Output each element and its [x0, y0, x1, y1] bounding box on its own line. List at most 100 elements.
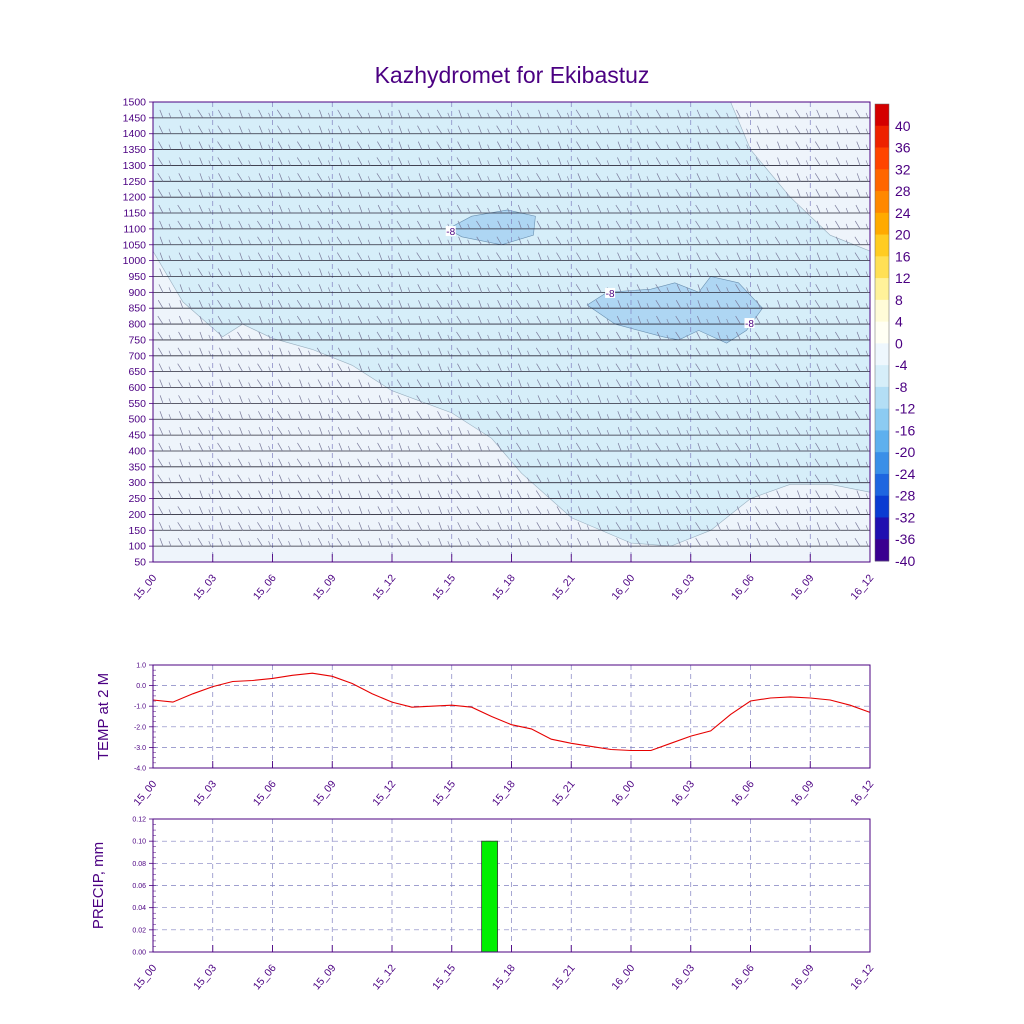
wind-barb	[438, 522, 443, 531]
wind-barb-flag	[646, 239, 650, 245]
wind-barb-flag	[726, 128, 729, 134]
wind-barb	[757, 426, 761, 436]
wind-barb-flag	[328, 287, 331, 293]
wind-barb	[378, 363, 383, 372]
wind-barb-flag	[268, 255, 271, 261]
wind-barb	[436, 125, 443, 134]
wind-barb	[616, 474, 622, 483]
wind-barb-flag	[347, 112, 351, 118]
wind-barb-flag	[367, 429, 371, 436]
wind-barb	[655, 125, 662, 134]
wind-barb-flag	[567, 239, 570, 245]
wind-barb	[595, 173, 602, 182]
wind-barb-flag	[686, 223, 690, 230]
wind-barb-flag	[865, 461, 869, 467]
wind-barb	[438, 538, 443, 547]
wind-barb-flag	[547, 509, 550, 515]
wind-barb-flag	[248, 303, 251, 309]
wind-barb	[695, 363, 702, 372]
wind-barb	[159, 395, 164, 404]
wind-barb	[657, 236, 662, 245]
colorbar-swatch	[875, 299, 889, 323]
wind-barb-flag	[606, 414, 610, 420]
wind-barb	[417, 220, 423, 230]
wind-barb-flag	[706, 350, 709, 356]
wind-barb	[794, 109, 801, 119]
x-tick-label: 16_09	[789, 572, 817, 602]
wind-barb	[158, 284, 164, 293]
wind-barb-flag	[387, 445, 391, 452]
wind-barb	[558, 157, 562, 166]
wind-barb	[458, 125, 463, 134]
wind-barb	[218, 252, 224, 261]
wind-barb	[458, 395, 463, 404]
wind-barb-flag	[188, 271, 192, 277]
wind-barb-flag	[806, 223, 809, 230]
wind-barb	[576, 252, 582, 261]
wind-barb	[199, 458, 204, 467]
wind-barb-flag	[328, 445, 331, 452]
wind-barb	[276, 109, 283, 119]
wind-barb-flag	[387, 112, 391, 118]
wind-barb	[856, 331, 861, 341]
wind-barb	[854, 411, 861, 420]
wind-barb-flag	[865, 128, 869, 134]
wind-barb-flag	[586, 541, 590, 547]
wind-barb-flag	[208, 525, 212, 531]
colorbar-label: -28	[895, 488, 915, 504]
y-tick-label: 1100	[123, 223, 146, 235]
wind-barb-flag	[308, 493, 311, 499]
wind-barb	[835, 379, 841, 388]
wind-barb-flag	[606, 176, 610, 182]
wind-barb	[217, 284, 224, 293]
wind-barb	[856, 347, 861, 356]
wind-barb-flag	[746, 239, 749, 245]
wind-barb	[757, 252, 761, 261]
wind-barb	[756, 537, 761, 547]
wind-barb-flag	[606, 334, 610, 341]
wind-barb	[337, 426, 343, 436]
wind-barb	[835, 157, 841, 166]
wind-barb-flag	[487, 366, 490, 372]
wind-barb-flag	[806, 287, 809, 293]
wind-barb	[716, 204, 721, 214]
wind-barb-flag	[168, 318, 172, 325]
wind-barb	[757, 268, 761, 277]
contour-band-dark-1	[447, 209, 536, 246]
wind-barb-flag	[845, 318, 849, 325]
wind-barb-flag	[845, 287, 849, 293]
wind-barb	[657, 347, 662, 356]
wind-barb-flag	[308, 176, 311, 182]
wind-barb	[237, 458, 243, 467]
wind-barb	[817, 379, 821, 388]
wind-barb-flag	[666, 112, 670, 118]
wind-barb-flag	[746, 144, 749, 150]
y-tick-label: 0.00	[132, 950, 146, 957]
wind-barb	[417, 284, 423, 293]
wind-barb	[755, 173, 761, 182]
wind-barb	[735, 125, 741, 134]
wind-barb-flag	[188, 160, 192, 166]
wind-barb-flag	[586, 303, 590, 309]
wind-barb-flag	[666, 255, 670, 261]
wind-barb-flag	[865, 239, 869, 245]
wind-barb-flag	[586, 382, 590, 388]
wind-barb	[597, 252, 602, 261]
wind-barb-flag	[328, 398, 331, 404]
wind-barb	[316, 490, 323, 499]
wind-barb-flag	[188, 176, 192, 182]
wind-barb	[717, 189, 721, 198]
wind-barb-flag	[726, 525, 729, 531]
wind-barb	[556, 109, 562, 119]
wind-barb	[615, 204, 622, 214]
x-tick-label: 16_12	[848, 572, 876, 602]
wind-barb	[836, 426, 841, 436]
wind-barb	[518, 395, 522, 404]
wind-barb-flag	[367, 525, 371, 531]
wind-barb	[555, 236, 562, 245]
wind-barb	[836, 300, 841, 309]
wind-barb	[356, 125, 363, 134]
wind-barb-flag	[248, 207, 251, 214]
wind-barb-flag	[527, 271, 530, 277]
wind-barb-flag	[268, 350, 271, 356]
